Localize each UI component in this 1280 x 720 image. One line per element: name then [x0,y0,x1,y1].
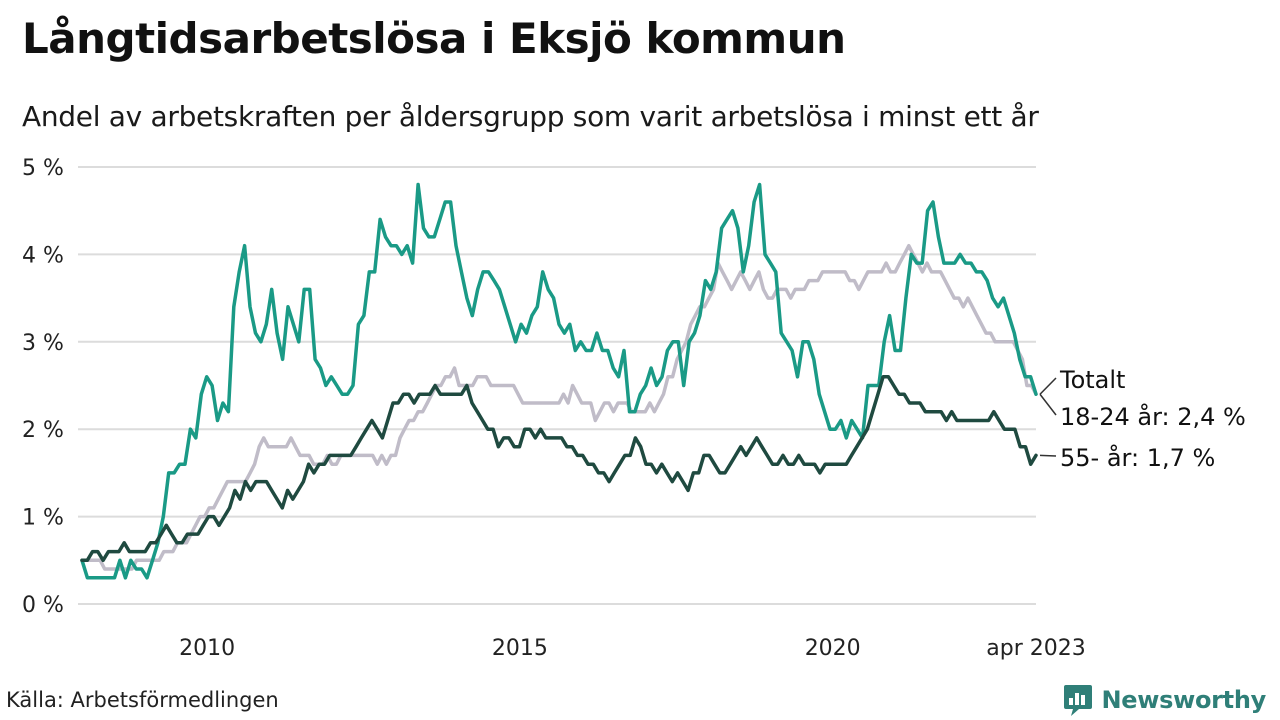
series-line-18-24-r [80,182,1038,580]
y-tick-label: 1 % [22,506,64,531]
x-tick-label: 2020 [805,636,861,661]
label-leader-line [1039,377,1057,395]
y-tick-label: 0 % [22,593,64,618]
series-end-label: Totalt [1059,366,1125,394]
brand-logo[interactable]: Newsworthy [1063,683,1266,717]
x-tick-label: apr 2023 [986,636,1085,661]
series-lines [80,182,1038,580]
y-tick-label: 5 % [22,156,64,181]
label-leader-line [1039,454,1057,457]
x-axis-ticks: 2010 2015 2020 apr 2023 [179,636,1086,661]
y-axis-ticks: 0 % 1 % 2 % 3 % 4 % 5 % [22,156,64,618]
gridlines [78,166,1036,605]
brand-name: Newsworthy [1101,686,1266,714]
x-tick-label: 2015 [492,636,548,661]
y-tick-label: 2 % [22,418,64,443]
series-line-totalt [80,243,1038,571]
series-labels: Totalt 18-24 år: 2,4 % 55- år: 1,7 % [1039,366,1246,472]
chart-title: Långtidsarbetslösa i Eksjö kommun [22,14,846,63]
y-tick-label: 4 % [22,243,64,268]
chart-subtitle: Andel av arbetskraften per åldersgrupp s… [22,100,1039,133]
series-line-55-r [80,375,1038,563]
label-leader-line [1039,393,1057,416]
series-end-label: 55- år: 1,7 % [1060,443,1215,472]
y-tick-label: 3 % [22,331,64,356]
source-note: Källa: Arbetsförmedlingen [6,688,279,712]
series-end-label: 18-24 år: 2,4 % [1060,402,1246,431]
newsworthy-logo-icon [1064,685,1093,716]
x-tick-label: 2010 [179,636,235,661]
